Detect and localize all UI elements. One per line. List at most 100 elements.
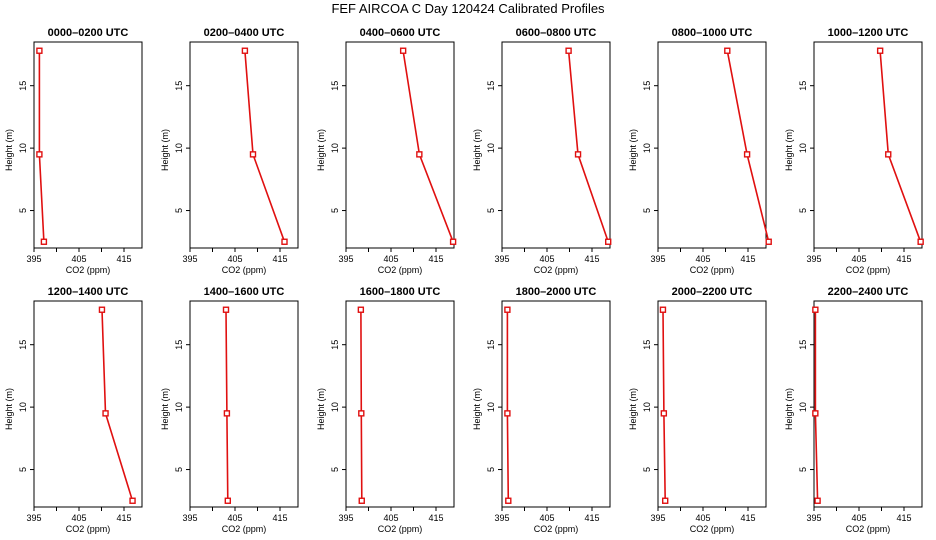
y-tick-label: 15 xyxy=(642,340,652,350)
x-axis-label: CO2 (ppm) xyxy=(534,265,579,275)
y-axis-label: Height (m) xyxy=(784,388,794,430)
y-tick-label: 5 xyxy=(174,467,184,472)
data-point xyxy=(449,238,457,245)
profile-panel: 1600–1800 UTC 395 405 415 5 10 15 CO2 (ppm) Heig… xyxy=(316,286,455,534)
x-tick-label: 415 xyxy=(896,513,911,523)
y-tick-label: 10 xyxy=(798,143,808,153)
profile-line xyxy=(814,309,819,501)
y-tick-label: 5 xyxy=(18,467,28,472)
data-point xyxy=(504,410,511,417)
plot-frame xyxy=(501,300,611,508)
x-axis-label: CO2 (ppm) xyxy=(690,265,735,275)
plot-frame xyxy=(345,300,455,508)
x-tick-label: 395 xyxy=(650,254,665,264)
x-tick-label: 415 xyxy=(116,513,131,523)
x-axis-label: CO2 (ppm) xyxy=(378,524,423,534)
y-axis-label: Height (m) xyxy=(160,129,170,171)
data-point xyxy=(605,238,612,245)
data-point xyxy=(660,410,668,417)
profile-panel: 0400–0600 UTC 395 405 415 5 10 15 CO2 (ppm) Heig… xyxy=(316,27,457,275)
plot-frame xyxy=(33,300,143,508)
x-tick-label: 395 xyxy=(650,513,665,523)
data-point xyxy=(565,47,572,54)
y-axis-label: Height (m) xyxy=(160,388,170,430)
data-point xyxy=(662,497,669,504)
profile-panel: 1200–1400 UTC 395 405 415 5 10 15 CO2 (ppm) Heig… xyxy=(4,286,143,534)
data-point xyxy=(358,410,365,417)
data-point xyxy=(504,306,511,313)
profile-panel: 0800–1000 UTC 395 405 415 5 10 15 CO2 (ppm) Heig… xyxy=(628,27,772,275)
y-tick-label: 10 xyxy=(642,143,652,153)
x-tick-label: 405 xyxy=(71,513,86,523)
panel-title: 0600–0800 UTC xyxy=(516,27,597,39)
y-tick-label: 10 xyxy=(486,402,496,412)
profile-panel: 2200–2400 UTC 395 405 415 5 10 15 CO2 (ppm) Heig… xyxy=(784,286,923,534)
panel-title: 0400–0600 UTC xyxy=(360,27,441,39)
data-point xyxy=(129,497,136,504)
data-point xyxy=(40,238,48,245)
plot-frame xyxy=(813,300,923,508)
y-tick-label: 5 xyxy=(330,467,340,472)
data-point xyxy=(743,151,751,158)
plot-frame xyxy=(657,300,767,508)
y-tick-label: 10 xyxy=(330,402,340,412)
data-point xyxy=(358,497,365,504)
profile-panel: 2000–2200 UTC 395 405 415 5 10 15 CO2 (ppm) Heig… xyxy=(628,286,767,534)
y-tick-label: 15 xyxy=(486,340,496,350)
x-tick-label: 405 xyxy=(539,254,554,264)
x-tick-label: 405 xyxy=(71,254,86,264)
x-tick-label: 395 xyxy=(806,513,821,523)
x-tick-label: 415 xyxy=(740,254,755,264)
data-point xyxy=(224,497,232,504)
x-axis-label: CO2 (ppm) xyxy=(534,524,579,534)
y-tick-label: 5 xyxy=(330,208,340,213)
y-tick-label: 15 xyxy=(174,81,184,91)
y-tick-label: 5 xyxy=(486,467,496,472)
x-tick-label: 405 xyxy=(851,254,866,264)
panel-title: 0000–0200 UTC xyxy=(48,27,129,39)
x-axis-label: CO2 (ppm) xyxy=(66,524,111,534)
x-axis-label: CO2 (ppm) xyxy=(66,265,111,275)
plot-frame xyxy=(813,41,923,249)
data-point xyxy=(917,238,924,245)
y-tick-label: 10 xyxy=(18,143,28,153)
x-tick-label: 395 xyxy=(26,513,41,523)
x-tick-label: 415 xyxy=(116,254,131,264)
profile-line xyxy=(101,309,134,502)
y-axis-label: Height (m) xyxy=(316,388,326,430)
y-tick-label: 10 xyxy=(798,402,808,412)
x-tick-label: 405 xyxy=(227,254,242,264)
profile-line xyxy=(244,50,286,243)
panel-title: 2000–2200 UTC xyxy=(672,286,753,298)
x-tick-label: 405 xyxy=(227,513,242,523)
panel-title: 2200–2400 UTC xyxy=(828,286,909,298)
y-tick-label: 15 xyxy=(798,340,808,350)
plot-frame xyxy=(189,300,299,508)
y-axis-label: Height (m) xyxy=(4,388,14,430)
y-tick-label: 15 xyxy=(642,81,652,91)
x-tick-label: 415 xyxy=(584,513,599,523)
data-point xyxy=(812,410,819,417)
figure-title: FEF AIRCOA C Day 120424 Calibrated Profi… xyxy=(331,1,605,16)
x-tick-label: 405 xyxy=(383,513,398,523)
data-point xyxy=(249,151,257,158)
profile-line xyxy=(360,309,363,501)
data-point xyxy=(876,47,884,54)
profile-panel: 0000–0200 UTC 395 405 415 5 10 15 CO2 (ppm) Heig… xyxy=(4,27,143,275)
y-tick-label: 5 xyxy=(486,208,496,213)
x-axis-label: CO2 (ppm) xyxy=(846,524,891,534)
data-point xyxy=(98,306,106,313)
y-tick-label: 10 xyxy=(18,402,28,412)
data-point xyxy=(399,47,407,54)
y-tick-label: 5 xyxy=(642,208,652,213)
data-point xyxy=(222,306,230,313)
y-axis-label: Height (m) xyxy=(784,129,794,171)
plot-frame xyxy=(345,41,455,249)
y-axis-label: Height (m) xyxy=(472,388,482,430)
x-tick-label: 395 xyxy=(182,254,197,264)
plot-frame xyxy=(189,41,299,249)
y-axis-label: Height (m) xyxy=(628,129,638,171)
data-point xyxy=(885,151,892,158)
y-axis-label: Height (m) xyxy=(316,129,326,171)
